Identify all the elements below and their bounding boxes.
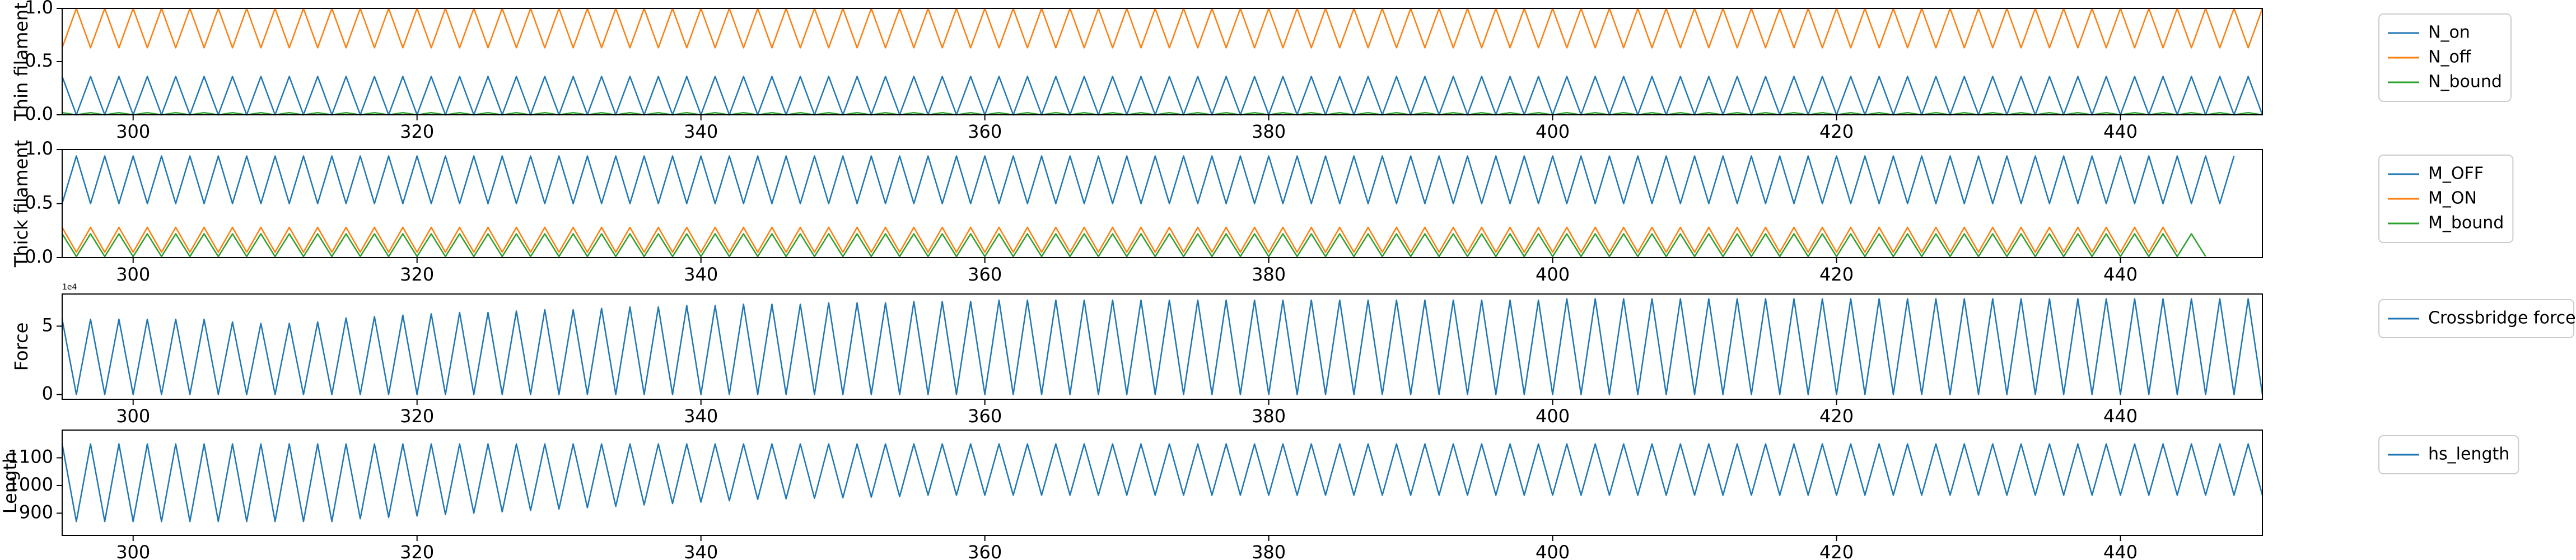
x-tick-label: 300 (116, 405, 150, 427)
axes-frame (62, 430, 2263, 536)
y-tick-label: 1000 (8, 474, 53, 495)
x-tick-label: 420 (1819, 264, 1854, 285)
x-tick-label: 340 (684, 121, 718, 142)
x-tick-label: 320 (400, 121, 434, 142)
legend-label: hs_length (2428, 445, 2509, 464)
legend-box (2378, 299, 2574, 338)
x-tick-label: 320 (400, 264, 434, 285)
legend-label: N_off (2428, 48, 2472, 67)
series-line (61, 7, 2264, 49)
x-tick-label: 420 (1819, 405, 1854, 427)
y-axis-label: Force (11, 323, 32, 371)
series-line (61, 155, 2235, 204)
series-line (61, 233, 2206, 258)
x-tick-label: 420 (1819, 121, 1854, 142)
y-axis-label: Thin filament (11, 2, 32, 122)
x-tick-label: 380 (1252, 542, 1286, 560)
offset-text: 1e4 (62, 283, 77, 292)
y-tick-label: 0.5 (25, 192, 53, 213)
x-tick-label: 300 (116, 264, 150, 285)
series-line (61, 298, 2264, 395)
x-tick-label: 340 (684, 405, 718, 427)
x-tick-label: 320 (400, 542, 434, 560)
series-line (61, 76, 2264, 116)
x-tick-label: 440 (2103, 405, 2138, 427)
y-tick-label: 0 (42, 382, 53, 404)
y-tick-label: 0.0 (25, 246, 53, 267)
y-tick-label: 0.0 (25, 103, 53, 124)
x-tick-label: 360 (968, 121, 1002, 142)
x-tick-label: 400 (1536, 121, 1570, 142)
y-axis-label: Length (0, 452, 21, 514)
legend-box (2378, 435, 2519, 474)
x-tick-label: 340 (684, 264, 718, 285)
x-tick-label: 380 (1252, 264, 1286, 285)
x-tick-label: 400 (1536, 264, 1570, 285)
legend-label: M_OFF (2428, 164, 2484, 184)
legend-box (2378, 13, 2512, 102)
x-tick-label: 300 (116, 542, 150, 560)
axes-frame (62, 293, 2263, 400)
x-tick-label: 380 (1252, 405, 1286, 427)
y-tick-label: 0.5 (25, 50, 53, 71)
x-tick-label: 400 (1536, 405, 1570, 427)
x-tick-label: 360 (968, 542, 1002, 560)
legend-label: N_on (2428, 23, 2470, 43)
x-tick-label: 440 (2103, 264, 2138, 285)
y-tick-label: 1.0 (25, 138, 53, 159)
x-tick-label: 440 (2103, 542, 2138, 560)
x-tick-label: 360 (968, 405, 1002, 427)
y-tick-label: 5 (42, 314, 53, 335)
legend-label: Crossbridge force (2428, 309, 2576, 328)
x-tick-label: 440 (2103, 121, 2138, 142)
x-tick-label: 300 (116, 121, 150, 142)
y-tick-label: 900 (19, 501, 53, 522)
legend-label: M_bound (2428, 213, 2504, 233)
legend-label: M_ON (2428, 189, 2477, 208)
x-tick-label: 380 (1252, 121, 1286, 142)
x-tick-label: 340 (684, 542, 718, 560)
y-tick-label: 1.0 (25, 0, 53, 18)
legend-label: N_bound (2428, 72, 2502, 92)
y-axis-label: Thick filament (11, 140, 32, 268)
series-line (61, 226, 2178, 253)
series-line (61, 443, 2264, 522)
axes-frame (62, 8, 2263, 115)
x-tick-label: 360 (968, 264, 1002, 285)
x-tick-label: 420 (1819, 542, 1854, 560)
x-tick-label: 400 (1536, 542, 1570, 560)
legend-box (2378, 155, 2514, 243)
y-tick-label: 1100 (8, 446, 53, 467)
x-tick-label: 320 (400, 405, 434, 427)
